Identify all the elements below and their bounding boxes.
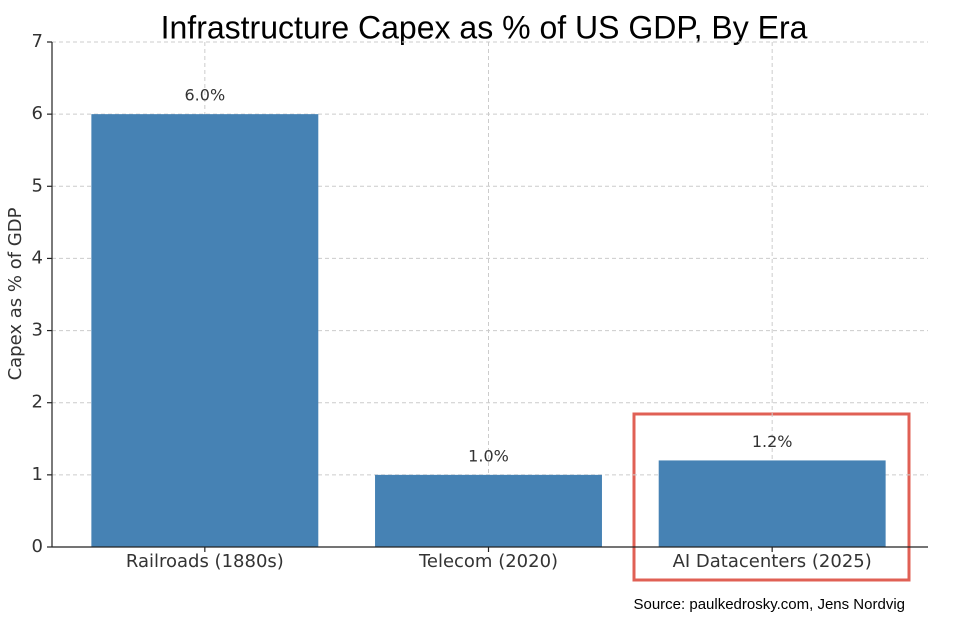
value-label: 1.0% [468,446,509,465]
y-tick-label: 2 [32,392,43,413]
bar [375,474,602,547]
y-tick-label: 4 [32,247,43,268]
y-tick-label: 1 [32,464,43,485]
bar [658,460,886,547]
chart-title: Infrastructure Capex as % of US GDP, By … [161,9,808,45]
value-label: 1.2% [752,432,793,451]
bar [91,114,319,548]
y-axis-label: Capex as % of GDP [5,207,26,380]
x-tick-label: AI Datacenters (2025) [673,551,872,572]
highlight-box [632,412,911,582]
y-tick-label: 3 [32,320,43,341]
x-tick-label: Railroads (1880s) [126,551,284,572]
y-tick-label: 5 [32,175,43,196]
y-tick-label: 6 [32,103,43,124]
y-tick-label: 7 [32,31,43,52]
x-tick-label: Telecom (2020) [418,551,558,572]
value-label: 6.0% [185,86,226,105]
y-tick-label: 0 [32,536,43,557]
source-note: Source: paulkedrosky.com, Jens Nordvig [633,596,905,613]
